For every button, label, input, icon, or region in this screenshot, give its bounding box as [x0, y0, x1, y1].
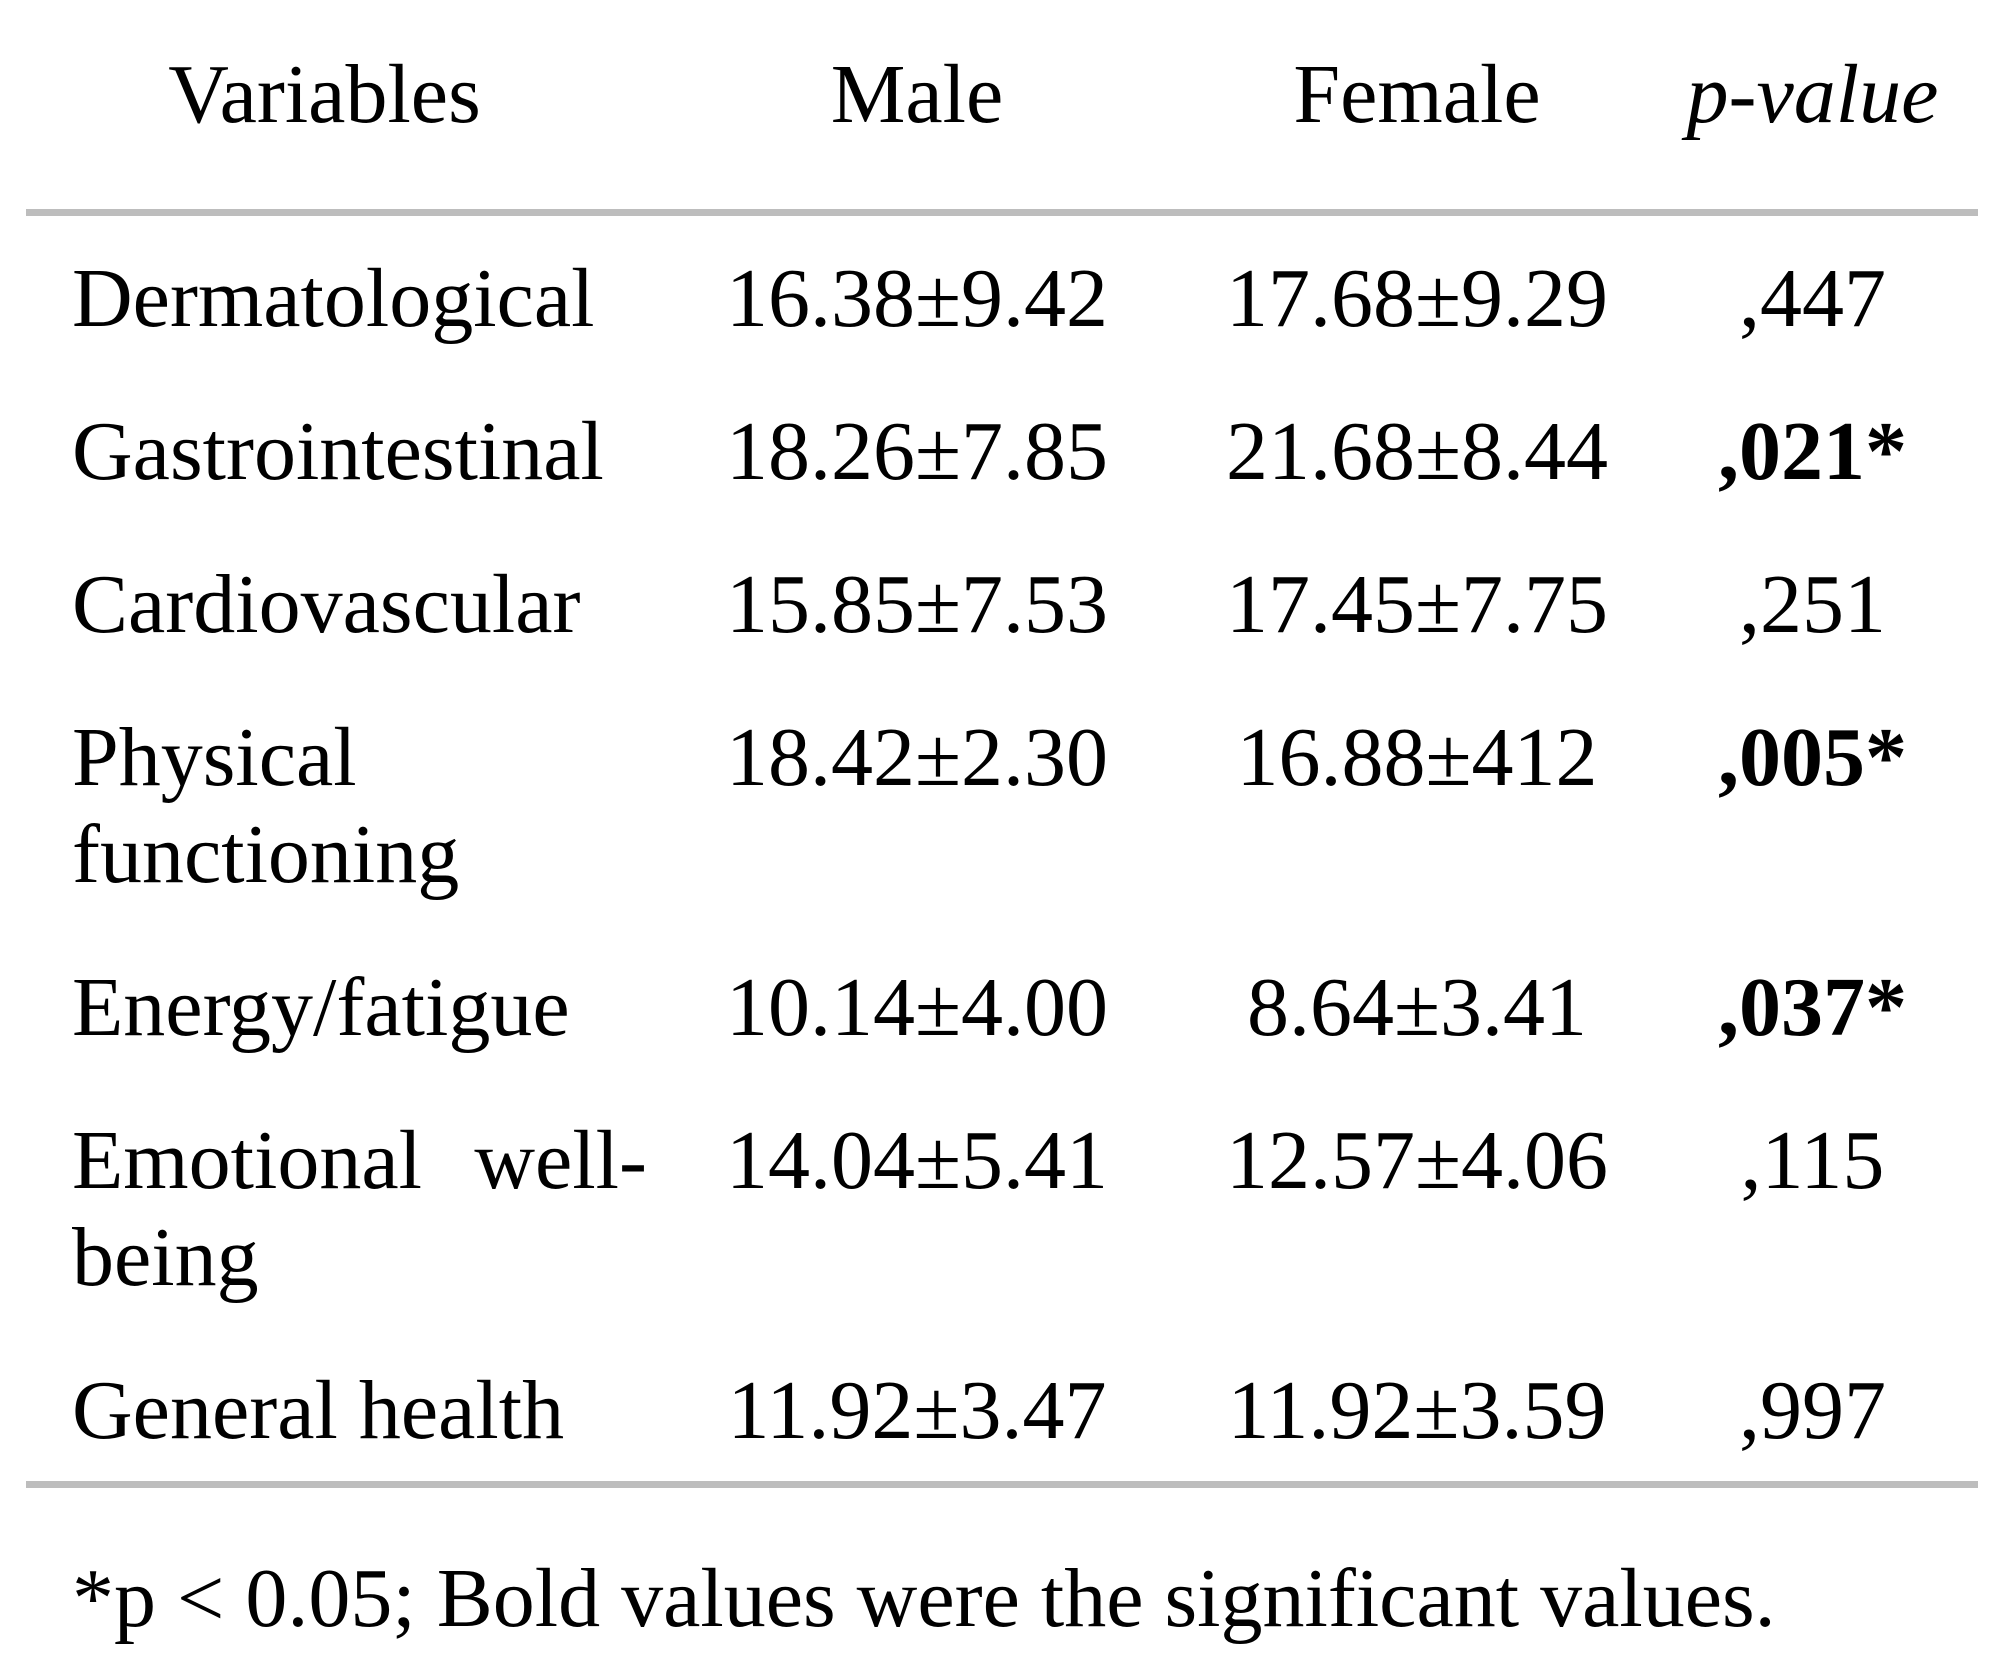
table-row: General health 11.92±3.47 11.92±3.59 ,99…: [26, 1328, 1978, 1488]
female-value-cell: 21.68±8.44: [1225, 405, 1609, 498]
variable-cell: Energy/fatigue: [72, 961, 570, 1054]
male-value-cell: 15.85±7.53: [725, 558, 1109, 651]
female-value-cell: 12.57±4.06: [1225, 1114, 1609, 1207]
variable-cell: Dermatological: [72, 252, 595, 345]
male-value-cell: 18.42±2.30: [725, 711, 1109, 804]
p-value-cell: ,251: [1739, 558, 1886, 651]
male-value-cell: 16.38±9.42: [725, 252, 1109, 345]
table-row: Emotional well-being 14.04±5.41 12.57±4.…: [26, 1078, 1978, 1328]
variable-cell: Physical functioning: [72, 711, 460, 901]
table-footnote: *p < 0.05; Bold values were the signific…: [72, 1552, 1776, 1645]
variable-cell: Cardiovascular: [72, 558, 581, 651]
gender-comparison-table: Variables Male Female p-value Dermatolog…: [26, 0, 1978, 1488]
male-value-cell: 14.04±5.41: [725, 1114, 1109, 1207]
p-value-cell: ,115: [1740, 1114, 1885, 1207]
p-value-cell: ,021*: [1718, 405, 1907, 498]
table-row: Gastrointestinal 18.26±7.85 21.68±8.44 ,…: [26, 369, 1978, 522]
female-value-cell: 11.92±3.59: [1187, 1328, 1647, 1488]
column-header-p-value: p-value: [1647, 0, 1978, 216]
male-value-cell: 10.14±4.00: [725, 961, 1109, 1054]
p-value-cell: ,447: [1739, 252, 1886, 345]
table-row: Dermatological 16.38±9.42 17.68±9.29 ,44…: [26, 213, 1978, 370]
column-header-variables: Variables: [26, 0, 647, 216]
female-value-cell: 8.64±3.41: [1246, 961, 1588, 1054]
table-row: Cardiovascular 15.85±7.53 17.45±7.75 ,25…: [26, 522, 1978, 675]
table-body: Dermatological 16.38±9.42 17.68±9.29 ,44…: [26, 213, 1978, 1488]
column-header-female: Female: [1187, 0, 1647, 216]
male-value-cell: 18.26±7.85: [725, 405, 1109, 498]
table-header-row: Variables Male Female p-value: [26, 0, 1978, 216]
table-row: Physical functioning 18.42±2.30 16.88±41…: [26, 675, 1978, 925]
table-row: Energy/fatigue 10.14±4.00 8.64±3.41 ,037…: [26, 925, 1978, 1078]
p-value-cell: ,037*: [1718, 961, 1907, 1054]
male-value-cell: 11.92±3.47: [647, 1328, 1187, 1488]
p-value-cell: ,005*: [1718, 711, 1907, 804]
female-value-cell: 17.68±9.29: [1225, 252, 1609, 345]
female-value-cell: 16.88±412: [1236, 711, 1598, 804]
variable-cell: Emotional well-being: [72, 1114, 647, 1304]
variable-cell: General health: [26, 1328, 647, 1488]
column-header-male: Male: [647, 0, 1187, 216]
female-value-cell: 17.45±7.75: [1225, 558, 1609, 651]
variable-cell: Gastrointestinal: [72, 405, 604, 498]
p-value-cell: ,997: [1647, 1328, 1978, 1488]
